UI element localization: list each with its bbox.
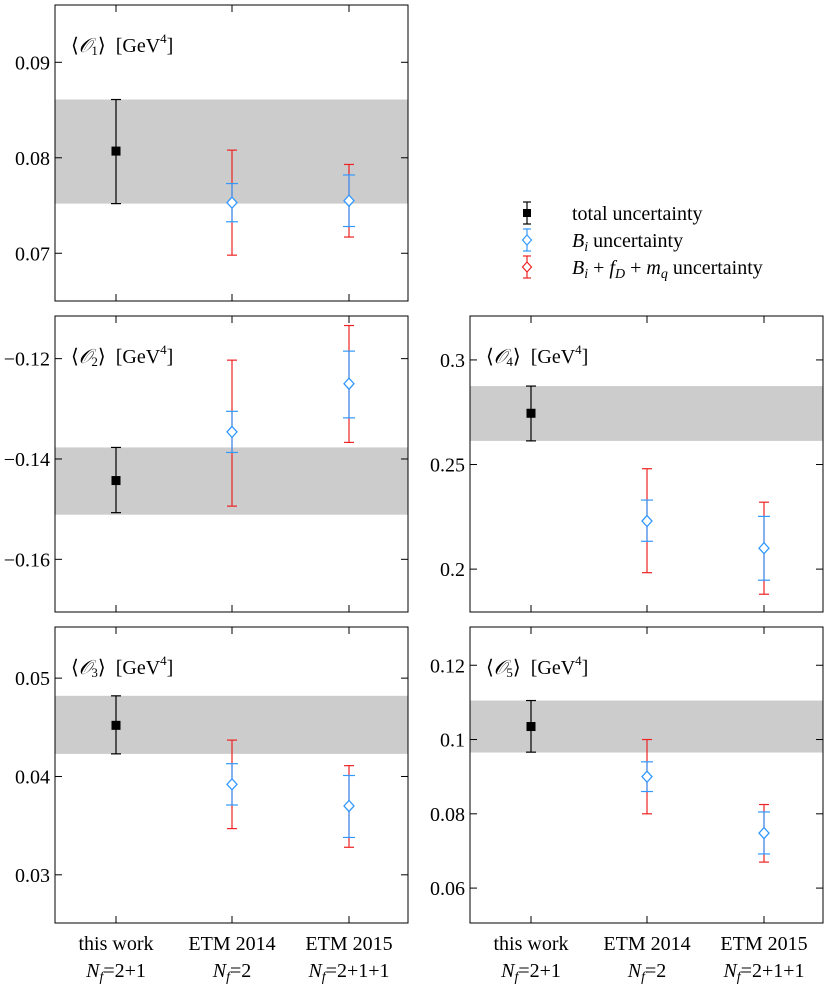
data-point-1 [111,695,121,755]
data-point-3 [343,765,355,848]
legend-full-label: Bi + fD + mq uncertainty [572,257,763,282]
data-point-1 [526,385,536,442]
bi-marker [641,514,653,528]
x-axis-labels-right: this work Nf=2+1 ETM 2014 Nf=2 ETM 2015 Nf=2+… [494,933,808,985]
total-marker [526,722,536,732]
data-point-2 [226,149,238,256]
total-marker [526,408,536,418]
y-tick-label: 0.12 [430,655,465,677]
data-point-3 [758,501,770,595]
y-tick-label: 0.1 [440,730,465,752]
bi-marker [343,377,355,391]
legend-bi-label: Bi uncertainty [572,230,683,255]
panel-title: ⟨𝒪1⟩ [GeV4] [71,31,173,58]
y-tick-label: 0.25 [430,455,465,477]
category-name: this work [494,933,569,955]
bi-marker [343,194,355,208]
category-name: this work [79,933,154,955]
y-tick-label: 0.06 [430,878,465,900]
y-tick-label: −0.12 [4,349,50,371]
panel-title: ⟨𝒪5⟩ [GeV4] [486,653,588,680]
data-point-3 [343,163,355,238]
category-nf: Nf=2 [627,960,667,985]
data-point-1 [111,446,121,514]
bi-marker [758,826,770,840]
panel-O5: 0.06 0.08 0.1 0.12 ⟨𝒪5⟩ [GeV4] [430,626,824,924]
category-name: ETM 2015 [720,933,807,955]
bi-marker [641,770,653,784]
y-tick-label: 0.2 [440,559,465,581]
category-nf: Nf=2 [212,960,252,985]
panel-O3: 0.03 0.04 0.05 ⟨𝒪3⟩ [GeV4] [15,626,409,924]
category-name: ETM 2014 [603,933,690,955]
x-axis-labels-left: this work Nf=2+1 ETM 2014 Nf=2 ETM 2015 Nf=2+… [79,933,393,985]
bi-marker [343,799,355,813]
y-tick-label: 0.05 [15,668,50,690]
y-tick-label: 0.07 [15,243,50,265]
panel-O2: −0.16 −0.14 −0.12 ⟨𝒪2⟩ [GeV4] [4,315,409,613]
category-name: ETM 2014 [188,933,275,955]
data-point-1 [111,98,121,205]
panel-O1: 0.07 0.08 0.09 ⟨𝒪1⟩ [GeV4] [15,4,409,302]
y-tick-label: 0.3 [440,350,465,372]
panel-title: ⟨𝒪3⟩ [GeV4] [71,653,173,680]
category-nf: Nf=2+1+1 [722,960,804,985]
panel-title: ⟨𝒪2⟩ [GeV4] [71,342,173,369]
y-tick-label: −0.14 [4,449,50,471]
y-tick-label: 0.08 [430,804,465,826]
uncertainty-band [470,386,823,441]
panel-O4: 0.2 0.25 0.3 ⟨𝒪4⟩ [GeV4] [430,315,824,613]
y-tick-label: −0.16 [4,549,50,571]
y-tick-label: 0.08 [15,148,50,170]
legend-bi-marker [521,234,533,246]
category-name: ETM 2015 [305,933,392,955]
data-point-2 [641,738,653,815]
total-marker [111,720,121,730]
panel-title: ⟨𝒪4⟩ [GeV4] [486,342,588,369]
y-tick-label: 0.09 [15,52,50,74]
bi-marker [226,196,238,210]
data-point-3 [758,803,770,863]
legend-total-label: total uncertainty [572,203,703,225]
bi-marker [758,541,770,555]
bi-marker [226,425,238,439]
category-nf: Nf=2+1 [500,960,561,985]
y-tick-label: 0.04 [15,766,50,788]
legend-full-marker [521,261,533,273]
bi-marker [226,777,238,791]
category-nf: Nf=2+1 [85,960,146,985]
total-marker [111,146,121,156]
data-point-2 [226,359,238,507]
y-tick-label: 0.03 [15,865,50,887]
data-point-2 [641,468,653,574]
category-nf: Nf=2+1+1 [307,960,389,985]
data-point-2 [226,739,238,830]
total-marker [111,476,121,486]
data-point-3 [343,324,355,444]
legend-total-marker [523,209,531,217]
data-point-1 [526,699,536,753]
